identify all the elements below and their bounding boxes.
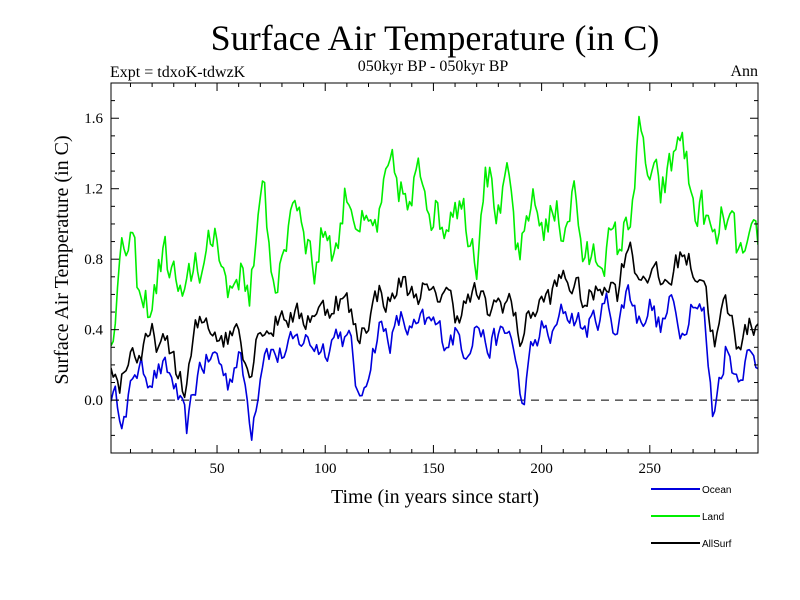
plot-area: 50 100 150 200 250 0.0 0.4 0.8 1.2 1.6 (84, 82, 759, 477)
chart-title: Surface Air Temperature (in C) (211, 18, 660, 58)
plot-frame (110, 82, 759, 454)
legend-label-allsurf: AllSurf (702, 539, 732, 550)
x-axis-label: Time (in years since start) (331, 486, 539, 508)
y-tick-label: 0.0 (84, 393, 103, 409)
x-tick-label: 200 (530, 461, 553, 477)
x-tick-label: 150 (422, 461, 445, 477)
x-tick-label: 250 (639, 461, 662, 477)
subtitle-left: Expt = tdxoK-tdwzK (110, 64, 246, 81)
y-tick-label: 0.8 (84, 252, 103, 268)
subtitle-center: 050kyr BP - 050kyr BP (358, 58, 509, 75)
legend-label-land: Land (702, 512, 724, 523)
x-tick-label: 100 (314, 461, 337, 477)
y-tick-label: 0.4 (84, 323, 103, 339)
y-tick-label: 1.6 (84, 111, 103, 127)
series-line-allsurf (111, 241, 758, 399)
series-line-land (111, 115, 758, 347)
y-axis-label: Surface Air Temperature (in C) (51, 135, 73, 384)
x-tick-label: 50 (210, 461, 225, 477)
legend: Ocean Land AllSurf (651, 485, 732, 550)
series-line-ocean (111, 284, 758, 442)
legend-label-ocean: Ocean (702, 485, 731, 496)
y-tick-label: 1.2 (84, 182, 103, 198)
subtitle-right: Ann (730, 63, 758, 80)
